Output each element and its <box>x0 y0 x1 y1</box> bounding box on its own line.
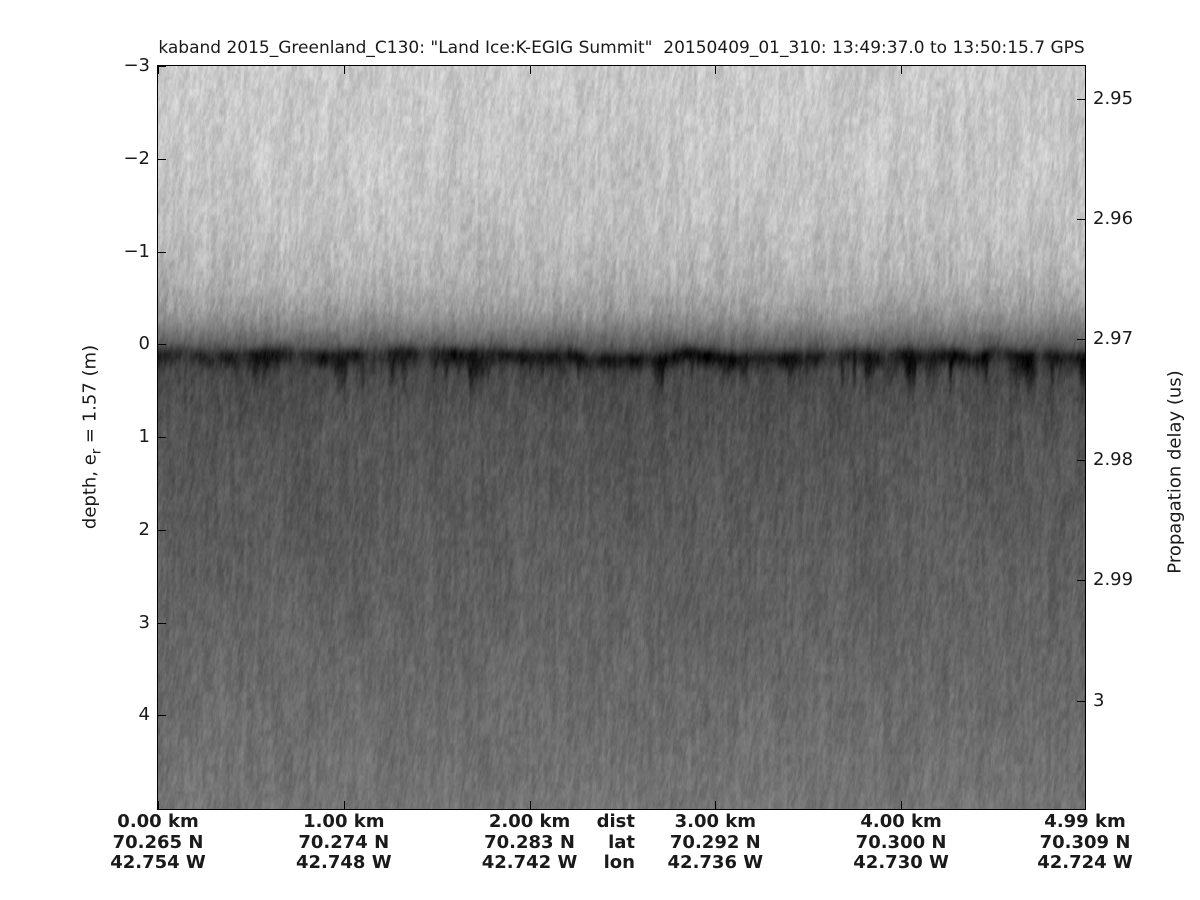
depth-tick-label: 2 <box>138 518 150 540</box>
delay-tick-mark <box>1077 339 1085 341</box>
bottom-col-lon: 42.754 W <box>110 852 206 873</box>
depth-tick-label: 3 <box>138 611 150 633</box>
distance-tick-mark-bottom <box>901 801 903 809</box>
bottom-col-lon: 42.724 W <box>1037 852 1133 873</box>
delay-tick-mark <box>1077 98 1085 100</box>
distance-tick-mark-bottom <box>529 801 531 809</box>
bottom-header-dist: dist <box>596 811 635 832</box>
right-axis-label: Propagation delay (us) <box>1164 370 1186 574</box>
bottom-axis-column: 1.00 km 70.274 N 42.748 W <box>295 811 392 874</box>
depth-tick-label: 4 <box>138 704 150 726</box>
depth-tick-mark <box>158 66 166 67</box>
depth-tick-label: 0 <box>138 333 150 355</box>
depth-tick-mark <box>158 622 166 624</box>
depth-tick-label: 1 <box>138 426 150 448</box>
bottom-col-lat: 70.265 N <box>112 831 204 853</box>
distance-tick-mark-bottom <box>715 801 717 809</box>
bottom-col-dist: 4.99 km <box>1044 811 1126 832</box>
bottom-col-lat: 70.274 N <box>298 831 390 853</box>
depth-tick-label: −3 <box>123 55 150 76</box>
bottom-col-dist: 2.00 km <box>488 811 571 832</box>
depth-tick-mark <box>158 251 166 253</box>
bottom-header-lat: lat <box>608 831 635 853</box>
delay-tick-label: 2.98 <box>1093 448 1134 470</box>
depth-tick-mark <box>158 715 166 717</box>
bottom-axis-header: dist lat lon <box>560 811 635 874</box>
delay-tick-label: 2.95 <box>1093 87 1134 109</box>
bottom-col-lat: 70.283 N <box>484 831 575 853</box>
delay-tick-mark <box>1077 580 1085 582</box>
distance-tick-mark-bottom <box>158 801 159 809</box>
depth-tick-mark <box>158 437 166 439</box>
bottom-col-lat: 70.300 N <box>855 831 947 853</box>
bottom-axis-column: 4.99 km 70.309 N 42.724 W <box>1037 811 1133 874</box>
distance-tick-mark-bottom <box>343 801 345 809</box>
bottom-col-lon: 42.742 W <box>481 852 578 873</box>
delay-tick-mark <box>1077 218 1085 220</box>
depth-tick-mark <box>158 158 166 160</box>
left-axis-label-sub: r <box>89 448 105 455</box>
delay-tick-label: 2.96 <box>1093 207 1134 229</box>
bottom-col-dist: 0.00 km <box>117 811 199 832</box>
depth-tick-mark <box>158 529 166 531</box>
bottom-col-dist: 1.00 km <box>303 811 385 832</box>
delay-tick-label: 2.99 <box>1093 569 1134 591</box>
delay-tick-mark <box>1077 459 1085 461</box>
bottom-col-lat: 70.309 N <box>1039 831 1131 853</box>
depth-tick-label: −2 <box>123 147 150 169</box>
bottom-col-dist: 4.00 km <box>860 811 942 832</box>
bottom-col-lat: 70.292 N <box>669 831 761 853</box>
delay-tick-label: 3 <box>1093 689 1105 711</box>
bottom-axis-column: 0.00 km 70.265 N 42.754 W <box>110 811 206 874</box>
depth-tick-label: −1 <box>123 240 150 262</box>
bottom-col-lon: 42.736 W <box>667 852 764 873</box>
delay-tick-label: 2.97 <box>1093 328 1134 350</box>
plot-title: kaband 2015_Greenland_C130: "Land Ice:K-… <box>158 38 1085 58</box>
distance-tick-mark-bottom <box>1085 801 1086 809</box>
bottom-axis-column: 2.00 km 70.283 N 42.742 W <box>481 811 578 874</box>
bottom-col-lon: 42.730 W <box>853 852 949 873</box>
distance-tick-mark-top <box>901 66 903 74</box>
distance-tick-mark-top <box>158 66 159 74</box>
delay-tick-mark <box>1077 700 1085 702</box>
bottom-axis-column: 4.00 km 70.300 N 42.730 W <box>853 811 949 874</box>
distance-tick-mark-top <box>343 66 345 74</box>
bottom-header-lon: lon <box>603 852 635 873</box>
bottom-col-lon: 42.748 W <box>295 852 392 873</box>
bottom-axis-column: 3.00 km 70.292 N 42.736 W <box>667 811 764 874</box>
distance-tick-mark-top <box>1085 66 1086 74</box>
distance-tick-mark-top <box>715 66 717 74</box>
bottom-col-dist: 3.00 km <box>674 811 757 832</box>
radargram-canvas <box>158 66 1085 809</box>
depth-tick-mark <box>158 344 166 346</box>
distance-tick-mark-top <box>529 66 531 74</box>
